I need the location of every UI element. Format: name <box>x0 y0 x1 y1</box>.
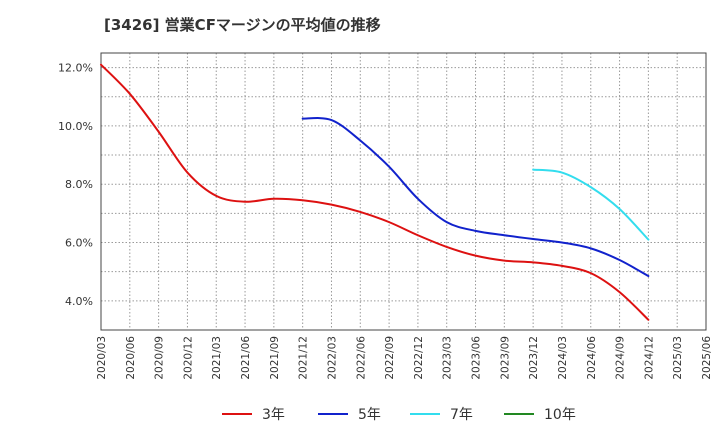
series-line-2 <box>301 117 650 278</box>
chart-title: [3426] 営業CFマージンの平均値の推移 <box>104 16 381 34</box>
x-tick-label: 2024/09 <box>615 336 627 380</box>
y-tick-label: 6.0% <box>65 237 93 250</box>
x-tick-label: 2020/12 <box>182 336 194 380</box>
y-tick-label: 10.0% <box>58 120 93 133</box>
x-tick-label: 2024/03 <box>557 336 569 380</box>
x-tick-label: 2022/06 <box>355 336 367 380</box>
x-tick-label: 2023/06 <box>471 336 483 380</box>
x-tick-label: 2020/06 <box>125 336 137 380</box>
y-tick-label: 12.0% <box>58 62 93 75</box>
series-line-1 <box>100 63 650 321</box>
x-tick-label: 2025/03 <box>672 336 684 380</box>
plot-area-border <box>100 52 707 331</box>
legend-label: 3年 <box>262 407 285 423</box>
x-tick-label: 2022/12 <box>413 336 425 380</box>
x-tick-label: 2021/09 <box>269 336 281 380</box>
x-tick-label: 2024/06 <box>586 336 598 380</box>
x-tick-label: 2021/06 <box>240 336 252 380</box>
y-tick-label: 8.0% <box>65 178 93 191</box>
legend-label: 10年 <box>544 407 576 423</box>
series-lines <box>100 63 650 321</box>
x-tick-label: 2023/12 <box>528 336 540 380</box>
legend-label: 7年 <box>450 407 473 423</box>
legend-label: 5年 <box>358 407 381 423</box>
x-tick-label: 2022/03 <box>326 336 338 380</box>
x-tick-label: 2020/03 <box>96 336 108 380</box>
x-tick-label: 2021/03 <box>211 336 223 380</box>
x-tick-label: 2022/09 <box>384 336 396 380</box>
x-tick-label: 2020/09 <box>154 336 166 380</box>
x-tick-label: 2023/09 <box>499 336 511 380</box>
series-line-3 <box>532 168 650 241</box>
x-tick-label: 2021/12 <box>298 336 310 380</box>
x-tick-label: 2023/03 <box>442 336 454 380</box>
axes: 4.0% 6.0% 8.0% 10.0% 12.0% 2020/03 2020/06 2020… <box>58 52 713 380</box>
x-tick-label: 2024/12 <box>643 336 655 380</box>
x-tick-label: 2025/06 <box>701 336 713 380</box>
y-tick-label: 4.0% <box>65 295 93 308</box>
legend: 3年 5年 7年 10年 <box>222 407 576 423</box>
